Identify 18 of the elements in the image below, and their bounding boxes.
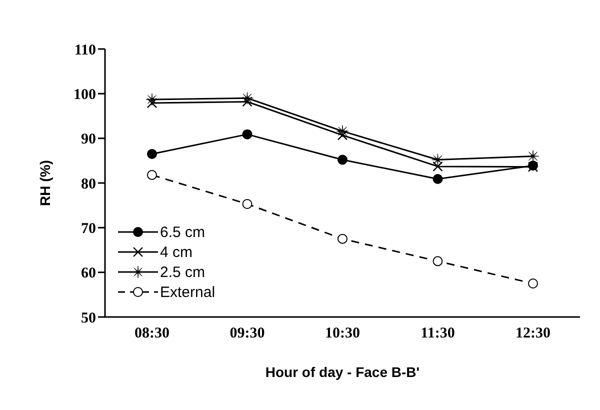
y-tick-label: 60 [81,266,96,282]
y-tick-label: 110 [74,42,96,58]
x-axis-title: Hour of day - Face B-B' [265,364,420,380]
legend-label: 4 cm [160,244,193,260]
y-tick-label: 50 [81,310,96,326]
x-tick-label: 10:30 [325,326,360,342]
x-tick-label: 11:30 [420,326,455,342]
legend-label: 6.5 cm [160,224,206,240]
x-tick-label: 12:30 [516,326,550,342]
legend-label: 2.5 cm [160,264,206,280]
legend-label: External [160,284,216,300]
y-axis-title: RH (%) [36,160,53,206]
y-tick-label: 100 [74,86,96,103]
x-tick-label: 08:30 [134,326,170,342]
x-tick-label: 09:30 [230,326,265,342]
y-tick-label: 80 [81,176,96,192]
y-tick-label: 70 [81,220,96,237]
y-tick-label: 90 [81,132,96,148]
